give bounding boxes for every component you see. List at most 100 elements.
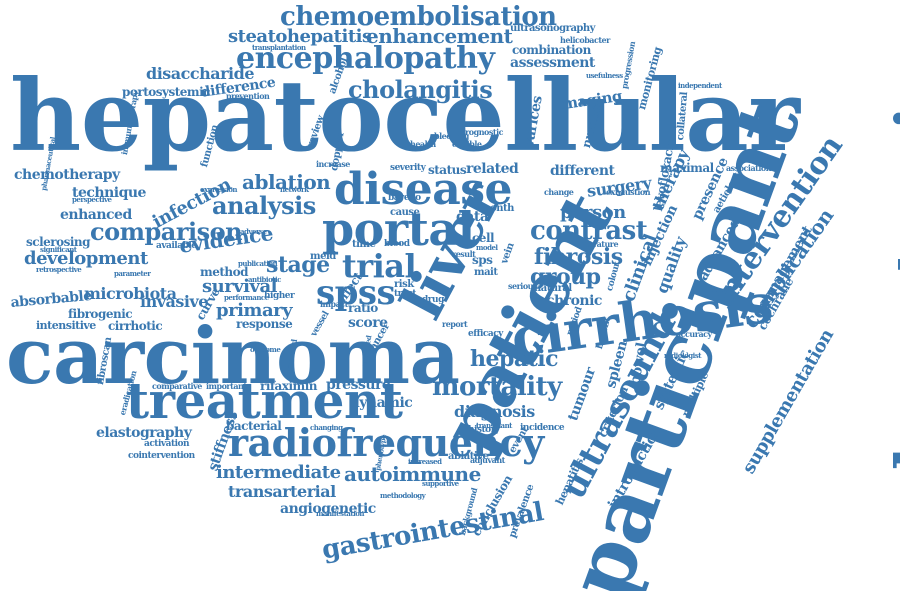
- word-helicobacter: helicobacter: [560, 35, 610, 45]
- word-hepatocellular: hepatocellular: [10, 59, 800, 174]
- word-analysis: analysis: [212, 191, 316, 220]
- word-radiofrequency: radiofrequency: [228, 420, 544, 465]
- word-parameter: parameter: [114, 269, 151, 278]
- word-portal: portal: [322, 202, 475, 256]
- word-literature: literature: [580, 239, 619, 249]
- word-mortality: mortality: [432, 372, 562, 402]
- word-score: score: [348, 315, 388, 331]
- word-accuracy: accuracy: [676, 329, 712, 339]
- word-incidence: incidence: [520, 423, 565, 433]
- word-ablative: ablative: [448, 451, 489, 462]
- word-tract: tract: [394, 289, 416, 299]
- word-enhanced: enhanced: [60, 207, 132, 223]
- word-elastography: elastography: [96, 425, 192, 441]
- word-adverse: adverse: [240, 227, 267, 236]
- word-fibrosis: fibrosis: [534, 244, 623, 270]
- word-group: group: [530, 264, 601, 290]
- word-person: person: [560, 202, 626, 223]
- word-technique: technique: [72, 185, 146, 201]
- word-prognostic: prognostic: [460, 127, 504, 137]
- word-microbiota: microbiota: [84, 284, 177, 303]
- word-stage: stage: [266, 252, 330, 278]
- word-treatment: treatment: [126, 371, 403, 430]
- word-intermediate: intermediate: [216, 462, 341, 483]
- word-usefulness: usefulness: [586, 71, 623, 80]
- word-natural: natural: [534, 283, 572, 294]
- word-manifestation: manifestation: [316, 509, 365, 518]
- word-carcinoma: carcinoma: [6, 311, 460, 402]
- word-transplant: transplant: [476, 421, 512, 430]
- word-hypertension: hypertension: [882, 21, 900, 470]
- word-supplementation: supplementation: [738, 325, 838, 478]
- word-independent: independent: [678, 81, 722, 90]
- word-efficacy: efficacy: [468, 329, 503, 339]
- word-bleeding: bleeding: [434, 131, 469, 141]
- word-eligible: eligible: [452, 139, 482, 149]
- word-method: method: [200, 265, 249, 279]
- word-significant: significant: [40, 245, 77, 254]
- word-outcome: outcome: [250, 345, 281, 354]
- word-exhaustion: exhaustion: [606, 187, 651, 197]
- word-portosystemic: portosystemic: [122, 85, 211, 99]
- word-diagnosis: diagnosis: [454, 402, 535, 421]
- word-history: history: [468, 425, 500, 435]
- word-available: available: [156, 241, 197, 251]
- word-increased: increased: [408, 457, 442, 466]
- word-hepatic: hepatic: [470, 346, 559, 372]
- word-network: network: [280, 185, 309, 194]
- word-adjuvant: adjuvant: [470, 455, 505, 465]
- word-survival: survival: [202, 276, 277, 297]
- word-prevention: prevention: [226, 91, 270, 101]
- word-combination: combination: [512, 43, 591, 57]
- word-chronic: chronic: [546, 293, 602, 309]
- word-higher: higher: [264, 291, 295, 301]
- word-maximal: maximal: [660, 161, 714, 175]
- word-disaccharide: disaccharide: [146, 64, 255, 83]
- word-association: association: [726, 163, 772, 173]
- word-contrast: contrast: [530, 216, 648, 246]
- word-bacterial: bacterial: [226, 419, 282, 433]
- word-result: result: [452, 249, 476, 259]
- word-report: report: [442, 319, 468, 329]
- word-baveno: baveno: [388, 193, 421, 203]
- word-related: related: [466, 161, 519, 177]
- word-transarterial: transarterial: [228, 482, 336, 501]
- word-impact: impact: [320, 299, 348, 309]
- word-perspective: perspective: [72, 195, 112, 204]
- word-encephalopathy: encephalopathy: [236, 41, 495, 76]
- word-data: data: [456, 209, 489, 225]
- word-sclerosing: sclerosing: [26, 235, 91, 249]
- word-rifaximin: rifaximin: [260, 379, 318, 393]
- word-ratio: ratio: [348, 301, 378, 315]
- word-cell: cell: [472, 231, 495, 245]
- word-ultrasonography: ultrasonography: [510, 23, 596, 34]
- word-severity: severity: [390, 163, 426, 173]
- word-enhancement: enhancement: [366, 24, 513, 48]
- word-fibrogenic: fibrogenic: [68, 307, 133, 321]
- word-cause: cause: [390, 207, 420, 218]
- word-model: model: [476, 243, 498, 252]
- word-supportive: supportive: [422, 479, 459, 488]
- word-status: status: [428, 163, 467, 177]
- word-invasive: invasive: [140, 292, 208, 311]
- word-health: health: [410, 139, 436, 149]
- word-blood: blood: [384, 239, 410, 249]
- word-performance: performance: [224, 293, 269, 302]
- word-trial: trial: [342, 247, 417, 285]
- word-cholangitis: cholangitis: [348, 75, 493, 104]
- word-dynamic: dynamic: [350, 395, 413, 411]
- word-chemoembolisation: chemoembolisation: [280, 2, 557, 32]
- word-primary: primary: [216, 300, 293, 321]
- word-increase: increase: [316, 159, 350, 169]
- word-expression: expression: [200, 185, 237, 194]
- word-cointervention: cointervention: [128, 451, 195, 461]
- word-changing: changing: [310, 423, 343, 432]
- word-risk: risk: [394, 279, 414, 290]
- word-change: change: [544, 187, 574, 197]
- word-drug: drug: [422, 295, 444, 305]
- word-ablation: ablation: [242, 170, 331, 194]
- word-spss: spss: [316, 273, 396, 313]
- word-comparison: comparison: [90, 217, 243, 246]
- word-steatohepatitis: steatohepatitis: [228, 26, 372, 47]
